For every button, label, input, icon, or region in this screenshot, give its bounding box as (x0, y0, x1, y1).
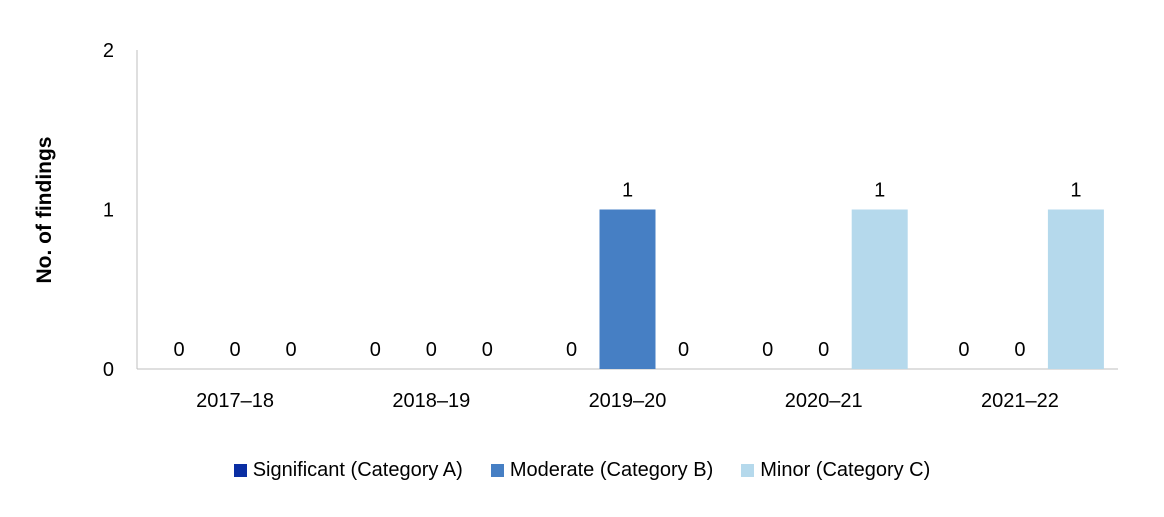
legend-item: Moderate (Category B) (490, 458, 714, 482)
legend-label: Moderate (Category B) (509, 458, 714, 481)
y-axis-title: No. of findings (33, 137, 56, 284)
y-tick-label: 2 (103, 40, 114, 62)
legend-swatch (490, 463, 504, 477)
data-label: 0 (762, 339, 773, 361)
x-tick-label: 2020–21 (785, 390, 863, 412)
bar-chart: No. of findings 0 1 2 2017–18 2018–19 2019–20… (33, 40, 1118, 412)
data-label: 0 (426, 339, 437, 361)
y-tick-label: 0 (103, 359, 114, 381)
data-label: 0 (566, 339, 577, 361)
data-label: 1 (874, 180, 885, 202)
y-tick-label: 1 (103, 200, 114, 222)
data-label: 0 (1014, 339, 1025, 361)
legend-swatch (233, 463, 247, 477)
data-label: 1 (1070, 180, 1081, 202)
data-label: 1 (622, 180, 633, 202)
bar (1047, 209, 1104, 369)
legend-swatch (741, 463, 755, 477)
data-label: 0 (370, 339, 381, 361)
bar (599, 209, 656, 369)
data-label: 0 (678, 339, 689, 361)
data-label: 0 (818, 339, 829, 361)
data-label: 0 (958, 339, 969, 361)
legend-label: Significant (Category A) (252, 458, 463, 481)
data-label: 0 (230, 339, 241, 361)
x-tick-label: 2018–19 (392, 390, 470, 412)
legend-item: Minor (Category C) (741, 459, 930, 482)
legend-item: Significant (Category A) (233, 458, 463, 482)
data-label: 0 (482, 339, 493, 361)
chart-legend: Significant (Category A) Moderate (Catego… (0, 452, 1164, 488)
x-tick-label: 2019–20 (589, 390, 667, 412)
legend-label: Minor (Category C) (760, 458, 931, 481)
data-label: 0 (174, 339, 185, 361)
x-tick-label: 2017–18 (196, 390, 274, 412)
bar (851, 209, 908, 369)
data-label: 0 (286, 339, 297, 361)
x-tick-label: 2021–22 (981, 390, 1059, 412)
